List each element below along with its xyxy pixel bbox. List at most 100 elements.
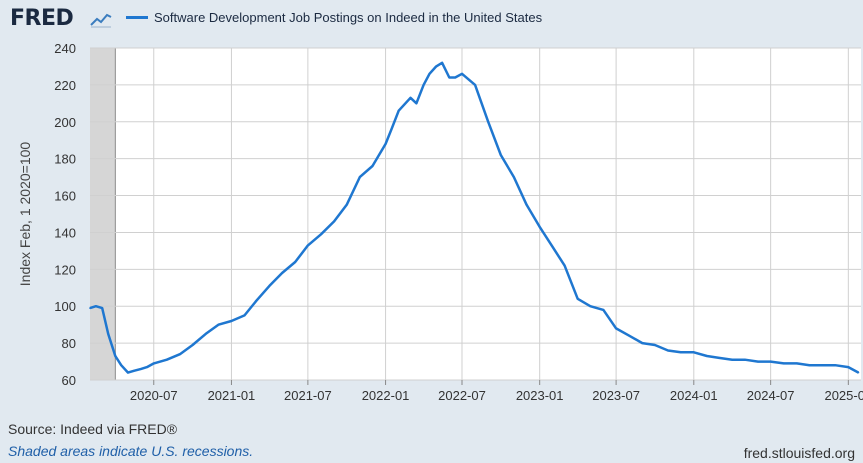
data-point xyxy=(281,272,283,274)
data-point xyxy=(448,76,451,79)
data-point xyxy=(114,355,117,357)
data-point xyxy=(654,344,656,346)
data-point xyxy=(731,358,734,361)
data-point xyxy=(435,65,438,68)
data-point xyxy=(204,333,207,335)
data-point xyxy=(769,360,772,363)
data-point xyxy=(191,344,194,346)
y-tick-label: 180 xyxy=(54,152,76,167)
data-point xyxy=(384,143,387,145)
data-point xyxy=(615,327,617,330)
data-point xyxy=(461,73,463,75)
y-tick-label: 100 xyxy=(54,299,76,314)
data-point xyxy=(428,73,431,75)
data-point xyxy=(551,246,554,248)
data-point xyxy=(821,364,824,367)
plot-area xyxy=(90,48,861,380)
data-point xyxy=(602,309,605,311)
data-point xyxy=(679,351,682,354)
x-tick-label: 2024-07 xyxy=(747,388,795,403)
data-point xyxy=(255,299,258,302)
data-point xyxy=(397,109,400,112)
y-tick-label: 80 xyxy=(62,336,76,351)
data-point xyxy=(152,362,155,365)
data-point xyxy=(487,120,489,123)
data-point xyxy=(441,61,443,64)
data-point xyxy=(538,226,541,228)
data-point xyxy=(95,305,97,308)
data-point xyxy=(589,305,592,308)
data-point xyxy=(857,371,860,374)
y-tick-label: 140 xyxy=(54,225,76,240)
fred-url[interactable]: fred.stlouisfed.org xyxy=(743,445,855,461)
data-point xyxy=(847,366,850,368)
legend-swatch xyxy=(126,16,148,19)
data-point xyxy=(757,360,759,363)
data-point xyxy=(371,165,374,167)
data-point xyxy=(641,342,644,344)
data-point xyxy=(525,203,528,206)
x-tick-label: 2023-01 xyxy=(516,388,564,403)
data-point xyxy=(333,220,335,223)
data-point xyxy=(667,349,669,352)
data-point xyxy=(718,357,720,359)
data-point xyxy=(692,351,695,354)
y-tick-label: 60 xyxy=(62,373,76,388)
data-point xyxy=(500,154,502,156)
data-point xyxy=(294,261,297,263)
data-point xyxy=(796,362,798,365)
data-point xyxy=(409,97,412,99)
data-point xyxy=(179,353,181,355)
data-point xyxy=(140,368,142,370)
x-tick-label: 2022-01 xyxy=(362,388,410,403)
y-tick-label: 220 xyxy=(54,78,76,93)
chart-legend: Software Development Job Postings on Ind… xyxy=(126,10,542,25)
x-tick-label: 2022-07 xyxy=(438,388,486,403)
x-tick-label: 2023-07 xyxy=(592,388,640,403)
data-point xyxy=(320,233,322,236)
data-point xyxy=(133,369,135,372)
data-point xyxy=(166,358,168,361)
data-point xyxy=(744,358,746,361)
data-point xyxy=(345,203,348,206)
data-point xyxy=(454,76,457,79)
data-point xyxy=(307,244,309,247)
legend-label: Software Development Job Postings on Ind… xyxy=(154,10,543,25)
y-tick-label: 200 xyxy=(54,115,76,130)
data-point xyxy=(359,176,361,178)
source-note: Source: Indeed via FRED® xyxy=(8,421,178,437)
y-axis-title: Index Feb, 1 2020=100 xyxy=(17,142,33,287)
x-tick-label: 2021-01 xyxy=(208,388,256,403)
data-point xyxy=(513,176,515,178)
x-tick-label: 2021-07 xyxy=(284,388,332,403)
data-point xyxy=(706,355,708,357)
fred-chart-icon xyxy=(89,10,113,28)
y-tick-label: 120 xyxy=(54,262,76,277)
data-point xyxy=(89,307,91,309)
data-point xyxy=(120,364,123,367)
recession-note: Shaded areas indicate U.S. recessions. xyxy=(8,443,254,459)
x-tick-label: 2025-01 xyxy=(824,388,863,403)
data-point xyxy=(628,334,630,337)
data-point xyxy=(146,366,148,368)
data-point xyxy=(834,364,837,367)
data-point xyxy=(268,285,271,287)
data-point xyxy=(127,371,129,374)
fred-logo[interactable]: FRED xyxy=(10,6,74,31)
data-point xyxy=(107,333,109,335)
data-point xyxy=(808,364,811,367)
x-tick-label: 2024-01 xyxy=(670,388,718,403)
chart-header: FRED Software Development Job Postings o… xyxy=(0,0,863,40)
data-point xyxy=(415,102,418,105)
data-point xyxy=(217,323,220,326)
data-point xyxy=(243,314,246,317)
data-point xyxy=(390,128,393,130)
y-tick-label: 240 xyxy=(54,41,76,56)
data-point xyxy=(474,84,476,86)
data-point xyxy=(576,298,579,300)
x-tick-label: 2020-07 xyxy=(130,388,178,403)
data-point xyxy=(101,307,104,309)
recession-band xyxy=(90,48,116,380)
data-point xyxy=(230,320,233,322)
